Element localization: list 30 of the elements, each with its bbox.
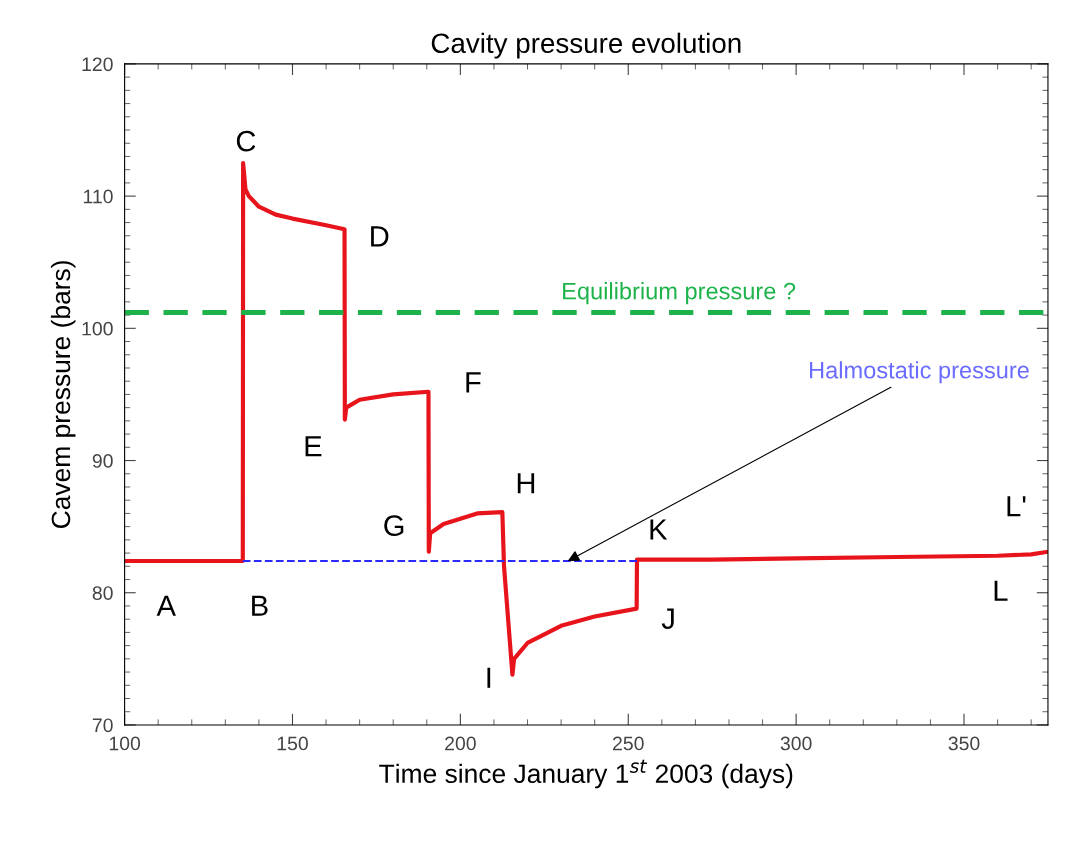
annotation: B xyxy=(252,595,268,616)
annotation: Halmostatic pressure xyxy=(810,361,1029,384)
annotation: G xyxy=(384,515,404,536)
annotation: A xyxy=(156,595,176,616)
annotation: F xyxy=(466,372,481,393)
x-tick-label: 150 xyxy=(277,736,308,751)
annotation: L' xyxy=(1007,496,1026,517)
y-tick-label: 80 xyxy=(92,586,113,600)
chart-title: Cavity pressure evolution xyxy=(431,32,741,59)
ref-line-label: Equilibrium pressure ? xyxy=(563,282,796,305)
annotation: E xyxy=(305,436,322,457)
annotation: I xyxy=(487,667,491,688)
y-tick-label: 120 xyxy=(82,57,113,72)
y-tick-label: 100 xyxy=(82,321,113,336)
annotation: J xyxy=(661,608,674,629)
x-tick-label: 250 xyxy=(613,736,644,751)
y-tick-label: 90 xyxy=(92,454,113,468)
x-tick-label: 350 xyxy=(948,736,980,751)
x-tick-label: 200 xyxy=(445,736,476,751)
annotation: H xyxy=(517,473,535,494)
y-axis-title: Cavem pressure (bars) xyxy=(50,261,76,528)
annotation: K xyxy=(650,519,668,540)
y-tick-label: 110 xyxy=(83,189,113,204)
x-axis-title: Time since January 1$^{st}$ 2003 (days) xyxy=(379,759,793,789)
annotation: C xyxy=(236,130,256,152)
annotation: D xyxy=(371,226,389,247)
annotation: L xyxy=(994,580,1008,601)
x-tick-label: 300 xyxy=(780,736,812,751)
x-tick-label: 100 xyxy=(109,736,141,751)
y-tick-label: 70 xyxy=(92,718,113,733)
